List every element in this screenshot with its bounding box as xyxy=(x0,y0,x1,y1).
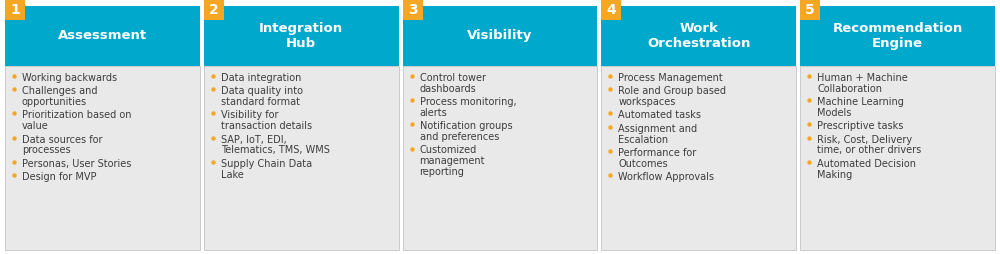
FancyBboxPatch shape xyxy=(5,66,200,250)
Text: Notification groups: Notification groups xyxy=(420,121,512,131)
Text: standard format: standard format xyxy=(221,97,300,107)
Text: Integration
Hub: Integration Hub xyxy=(259,22,343,50)
Text: Making: Making xyxy=(817,170,852,180)
FancyBboxPatch shape xyxy=(403,6,597,66)
Text: Role and Group based: Role and Group based xyxy=(618,86,726,96)
FancyBboxPatch shape xyxy=(800,66,995,250)
Text: Control tower: Control tower xyxy=(420,73,486,83)
Text: workspaces: workspaces xyxy=(618,97,676,107)
Text: Personas, User Stories: Personas, User Stories xyxy=(22,159,131,169)
Text: 4: 4 xyxy=(607,3,616,17)
Text: and preferences: and preferences xyxy=(420,132,499,142)
FancyBboxPatch shape xyxy=(5,0,25,20)
FancyBboxPatch shape xyxy=(403,0,423,20)
Text: Automated Decision: Automated Decision xyxy=(817,159,916,169)
FancyBboxPatch shape xyxy=(601,66,796,250)
Text: Workflow Approvals: Workflow Approvals xyxy=(618,172,714,182)
Text: Data sources for: Data sources for xyxy=(22,135,103,145)
Text: Escalation: Escalation xyxy=(618,135,669,145)
Text: reporting: reporting xyxy=(420,167,464,177)
Text: 1: 1 xyxy=(10,3,20,17)
Text: Working backwards: Working backwards xyxy=(22,73,117,83)
Text: Challenges and: Challenges and xyxy=(22,86,98,96)
FancyBboxPatch shape xyxy=(800,0,820,20)
Text: alerts: alerts xyxy=(420,108,447,118)
Text: Automated tasks: Automated tasks xyxy=(618,110,701,120)
Text: time, or other drivers: time, or other drivers xyxy=(817,145,921,155)
Text: Prescriptive tasks: Prescriptive tasks xyxy=(817,121,904,131)
Text: Risk, Cost, Delivery: Risk, Cost, Delivery xyxy=(817,135,912,145)
Text: 3: 3 xyxy=(408,3,417,17)
Text: Process Management: Process Management xyxy=(618,73,723,83)
FancyBboxPatch shape xyxy=(403,66,597,250)
Text: Machine Learning: Machine Learning xyxy=(817,97,904,107)
Text: Design for MVP: Design for MVP xyxy=(22,172,96,182)
Text: Performance for: Performance for xyxy=(618,148,697,158)
Text: Telematics, TMS, WMS: Telematics, TMS, WMS xyxy=(221,145,330,155)
Text: Visibility for: Visibility for xyxy=(221,110,278,120)
Text: 5: 5 xyxy=(805,3,815,17)
Text: Work
Orchestration: Work Orchestration xyxy=(647,22,750,50)
Text: Customized: Customized xyxy=(420,145,477,155)
FancyBboxPatch shape xyxy=(204,66,399,250)
Text: SAP, IoT, EDI,: SAP, IoT, EDI, xyxy=(221,135,287,145)
Text: Models: Models xyxy=(817,108,852,118)
Text: value: value xyxy=(22,121,49,131)
FancyBboxPatch shape xyxy=(601,0,621,20)
Text: 2: 2 xyxy=(209,3,219,17)
Text: Supply Chain Data: Supply Chain Data xyxy=(221,159,312,169)
Text: Assignment and: Assignment and xyxy=(618,124,698,134)
Text: Process monitoring,: Process monitoring, xyxy=(420,97,516,107)
Text: Recommendation
Engine: Recommendation Engine xyxy=(832,22,963,50)
Text: Outcomes: Outcomes xyxy=(618,159,668,169)
Text: Assessment: Assessment xyxy=(58,29,147,42)
FancyBboxPatch shape xyxy=(204,6,399,66)
FancyBboxPatch shape xyxy=(800,6,995,66)
Text: Data integration: Data integration xyxy=(221,73,301,83)
Text: transaction details: transaction details xyxy=(221,121,312,131)
Text: Lake: Lake xyxy=(221,170,244,180)
Text: Data quality into: Data quality into xyxy=(221,86,303,96)
Text: dashboards: dashboards xyxy=(420,84,476,94)
Text: Collaboration: Collaboration xyxy=(817,84,882,94)
Text: Prioritization based on: Prioritization based on xyxy=(22,110,132,120)
Text: management: management xyxy=(420,156,485,166)
Text: processes: processes xyxy=(22,145,71,155)
FancyBboxPatch shape xyxy=(204,0,224,20)
Text: Visibility: Visibility xyxy=(467,29,533,42)
FancyBboxPatch shape xyxy=(601,6,796,66)
Text: opportunities: opportunities xyxy=(22,97,87,107)
Text: Human + Machine: Human + Machine xyxy=(817,73,908,83)
FancyBboxPatch shape xyxy=(5,6,200,66)
